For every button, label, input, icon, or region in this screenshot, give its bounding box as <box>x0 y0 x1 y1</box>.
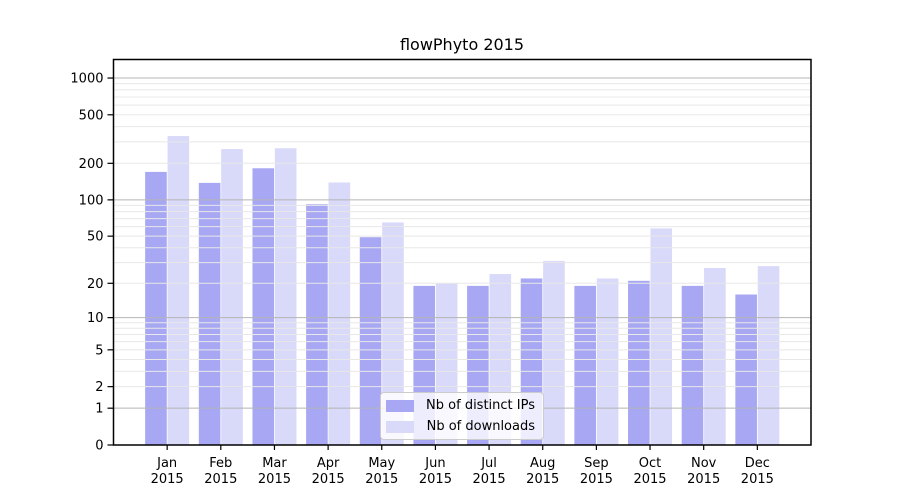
legend-item-downloads: Nb of downloads <box>386 419 535 434</box>
y-tick-label-5: 5 <box>95 343 103 358</box>
legend-item-distinct-ips: Nb of distinct IPs <box>386 398 535 413</box>
y-tick-label-2: 2 <box>95 380 103 395</box>
x-tick-label-year-jan: 2015 <box>151 472 184 487</box>
y-tick-label-200: 200 <box>79 157 104 172</box>
x-tick-label-year-feb: 2015 <box>204 472 237 487</box>
y-tick-label-1000: 1000 <box>70 72 103 87</box>
bar-downloads-oct <box>650 228 673 445</box>
bar-downloads-apr <box>328 182 351 445</box>
x-tick-label-year-aug: 2015 <box>526 472 559 487</box>
x-tick-label-year-sep: 2015 <box>580 472 613 487</box>
x-tick-label-month-jul: Jul <box>480 456 497 471</box>
bar-distinct-ips-mar <box>252 168 275 446</box>
x-tick-label-year-jun: 2015 <box>419 472 452 487</box>
x-tick-label-month-may: May <box>368 456 395 471</box>
x-tick-label-year-dec: 2015 <box>741 472 774 487</box>
bar-downloads-nov <box>704 268 726 445</box>
x-tick-label-year-oct: 2015 <box>633 472 666 487</box>
x-tick-label-month-jan: Jan <box>156 456 177 471</box>
chart-title: flowPhyto 2015 <box>399 35 525 54</box>
bar-downloads-may <box>382 222 404 445</box>
legend-swatch-icon <box>386 420 414 433</box>
bar-distinct-ips-feb <box>198 182 221 445</box>
x-tick-label-month-dec: Dec <box>745 456 770 471</box>
bar-distinct-ips-may <box>359 237 382 445</box>
x-tick-label-month-apr: Apr <box>317 456 340 471</box>
bar-downloads-sep <box>596 278 619 445</box>
bar-downloads-mar <box>274 148 297 445</box>
legend-label: Nb of downloads <box>426 419 535 434</box>
bar-downloads-dec <box>757 266 780 445</box>
x-tick-label-month-sep: Sep <box>584 456 609 471</box>
x-tick-label-month-aug: Aug <box>530 456 555 471</box>
x-tick-label-month-feb: Feb <box>209 456 232 471</box>
bar-distinct-ips-apr <box>306 204 328 445</box>
y-tick-label-500: 500 <box>79 108 104 123</box>
bar-distinct-ips-jan <box>145 171 167 445</box>
y-tick-label-100: 100 <box>79 193 104 208</box>
x-tick-label-year-may: 2015 <box>365 472 398 487</box>
plot-border <box>112 58 812 446</box>
x-tick-label-month-mar: Mar <box>262 456 287 471</box>
x-tick-label-month-jun: Jun <box>424 456 445 471</box>
y-tick-label-50: 50 <box>87 230 104 245</box>
y-tick-label-0: 0 <box>95 439 103 454</box>
x-tick-label-month-nov: Nov <box>691 456 717 471</box>
x-tick-label-year-jul: 2015 <box>473 472 506 487</box>
x-tick-label-month-oct: Oct <box>639 456 661 471</box>
legend-swatch-icon <box>386 399 414 412</box>
y-tick-label-20: 20 <box>87 277 104 292</box>
bar-distinct-ips-sep <box>574 285 596 445</box>
bar-distinct-ips-nov <box>681 285 704 445</box>
x-tick-label-year-mar: 2015 <box>258 472 291 487</box>
bar-downloads-jan <box>167 136 190 445</box>
bar-distinct-ips-oct <box>628 280 650 445</box>
legend-label: Nb of distinct IPs <box>426 398 535 413</box>
x-tick-label-year-apr: 2015 <box>312 472 345 487</box>
bar-distinct-ips-dec <box>735 294 757 445</box>
x-tick-label-year-nov: 2015 <box>687 472 720 487</box>
bar-downloads-aug <box>543 260 565 445</box>
legend-box: Nb of distinct IPs Nb of downloads <box>380 392 544 440</box>
bar-downloads-feb <box>221 149 243 445</box>
y-tick-label-1: 1 <box>95 402 103 417</box>
y-tick-label-10: 10 <box>87 311 104 326</box>
